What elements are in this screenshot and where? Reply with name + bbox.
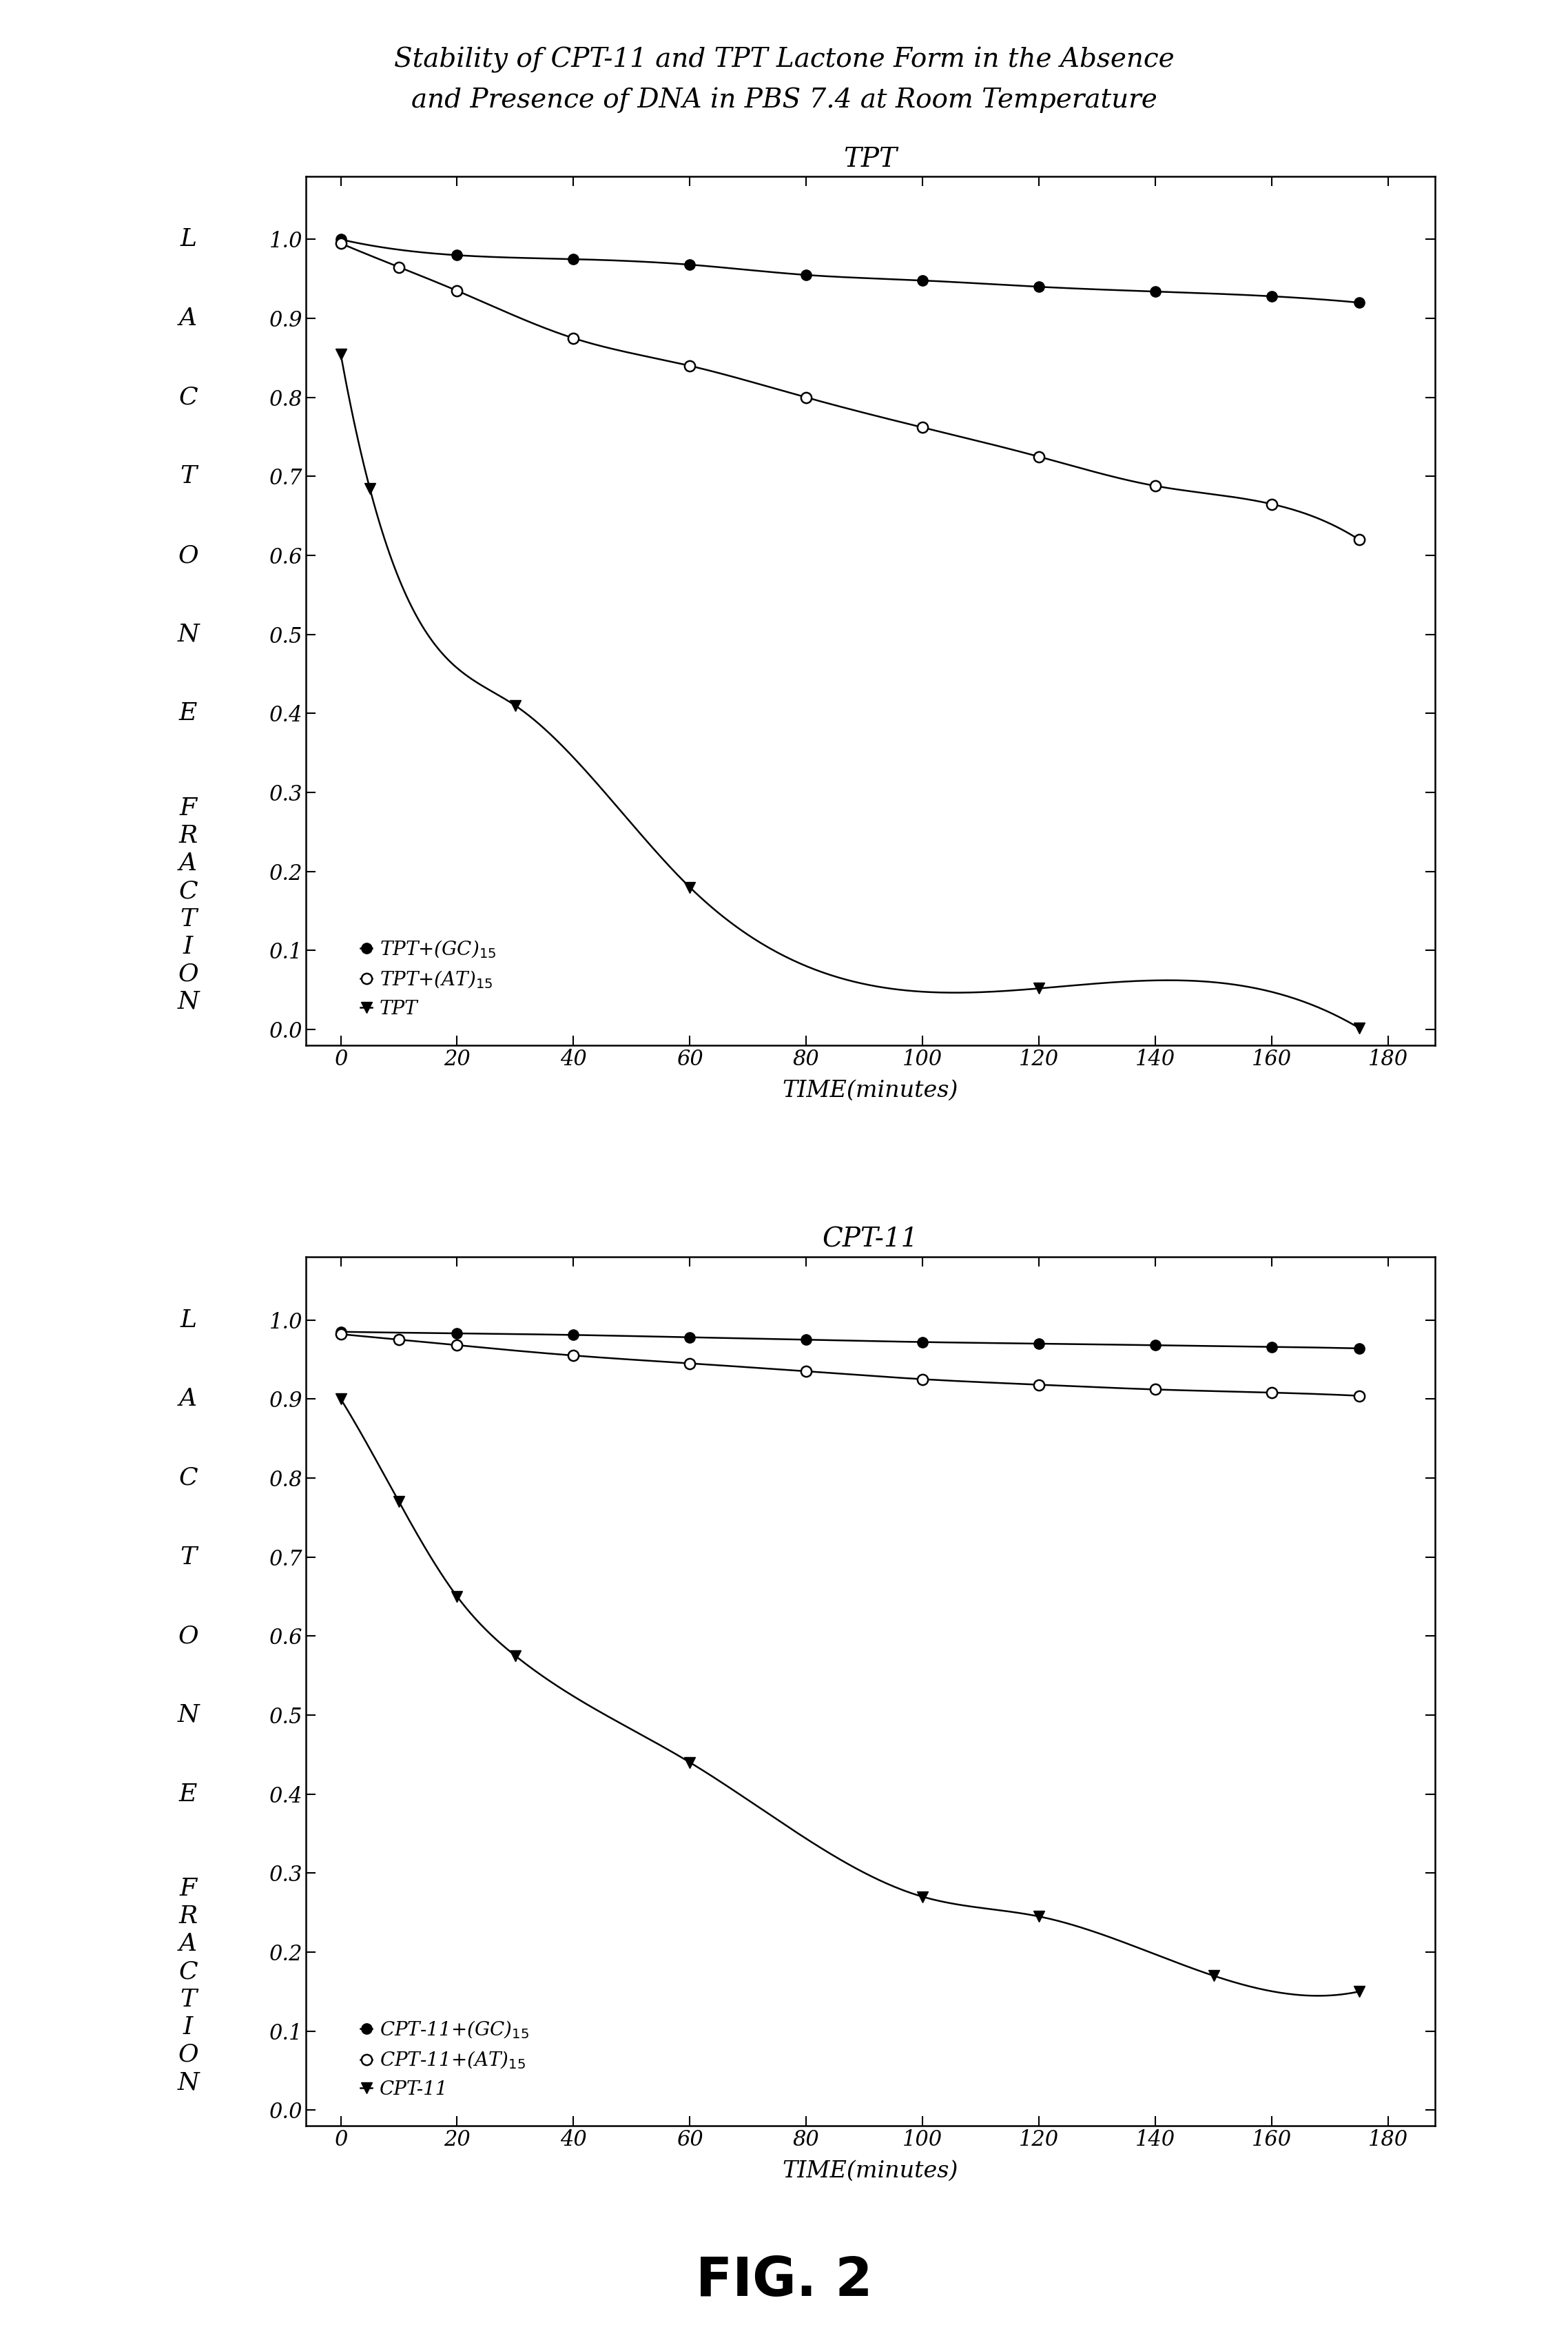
Text: A: A (179, 1933, 198, 1957)
Text: A: A (179, 1388, 198, 1412)
X-axis label: TIME(minutes): TIME(minutes) (782, 1081, 958, 1102)
Text: C: C (179, 1466, 198, 1489)
Text: O: O (177, 2044, 199, 2067)
Text: T: T (180, 907, 196, 930)
Text: T: T (180, 1987, 196, 2011)
Text: N: N (177, 2072, 199, 2093)
Text: L: L (180, 1308, 196, 1332)
Text: R: R (179, 824, 198, 848)
Text: C: C (179, 385, 198, 409)
Text: F: F (179, 796, 198, 820)
Text: L: L (180, 228, 196, 251)
Text: T: T (180, 1546, 196, 1569)
X-axis label: TIME(minutes): TIME(minutes) (782, 2161, 958, 2182)
Text: R: R (179, 1905, 198, 1929)
Text: I: I (183, 2015, 193, 2039)
Text: FIG. 2: FIG. 2 (696, 2255, 872, 2307)
Text: E: E (179, 1783, 198, 1806)
Title: CPT-11: CPT-11 (822, 1226, 919, 1252)
Text: N: N (177, 991, 199, 1012)
Legend: CPT-11+(GC)$_{15}$, CPT-11+(AT)$_{15}$, CPT-11: CPT-11+(GC)$_{15}$, CPT-11+(AT)$_{15}$, … (361, 2020, 528, 2100)
Text: and Presence of DNA in PBS 7.4 at Room Temperature: and Presence of DNA in PBS 7.4 at Room T… (411, 87, 1157, 113)
Text: O: O (177, 543, 199, 566)
Text: O: O (177, 1623, 199, 1647)
Text: A: A (179, 308, 198, 331)
Text: T: T (180, 465, 196, 489)
Text: C: C (179, 1959, 198, 1983)
Text: C: C (179, 879, 198, 902)
Text: E: E (179, 702, 198, 726)
Text: O: O (177, 963, 199, 987)
Title: TPT: TPT (844, 146, 897, 171)
Text: N: N (177, 1703, 199, 1727)
Text: N: N (177, 622, 199, 646)
Legend: TPT+(GC)$_{15}$, TPT+(AT)$_{15}$, TPT: TPT+(GC)$_{15}$, TPT+(AT)$_{15}$, TPT (361, 940, 497, 1019)
Text: Stability of CPT-11 and TPT Lactone Form in the Absence: Stability of CPT-11 and TPT Lactone Form… (394, 47, 1174, 73)
Text: I: I (183, 935, 193, 958)
Text: F: F (179, 1877, 198, 1900)
Text: A: A (179, 853, 198, 876)
